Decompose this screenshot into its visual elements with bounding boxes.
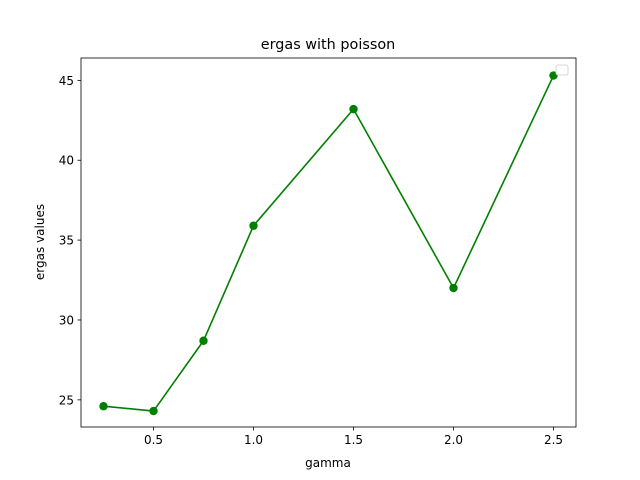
axes-frame xyxy=(80,57,577,428)
y-tick-label: 40 xyxy=(59,154,74,168)
x-axis-label: gamma xyxy=(305,456,351,470)
y-tick-label: 45 xyxy=(59,74,74,88)
x-tick-label: 1.5 xyxy=(344,433,363,447)
x-tick-label: 2.5 xyxy=(544,433,563,447)
data-point xyxy=(349,104,358,114)
legend-box xyxy=(555,64,569,76)
y-axis-label: ergas values xyxy=(33,204,47,280)
y-tick-label: 35 xyxy=(59,234,74,248)
x-tick-label: 0.5 xyxy=(144,433,163,447)
x-tick-label: 2.0 xyxy=(444,433,463,447)
y-tick-label: 30 xyxy=(59,313,74,327)
chart-title: ergas with poisson xyxy=(261,37,396,53)
data-point xyxy=(249,221,258,230)
data-point xyxy=(99,402,108,411)
data-point xyxy=(199,336,208,345)
data-point xyxy=(149,406,158,416)
data-point xyxy=(549,71,558,80)
x-tick-label: 1.0 xyxy=(244,433,263,447)
plot-area: 0.5 1.0 1.5 2.0 2.5 25 30 35 40 45 xyxy=(59,57,577,447)
y-tick-label: 25 xyxy=(59,393,74,407)
data-point xyxy=(449,283,458,293)
